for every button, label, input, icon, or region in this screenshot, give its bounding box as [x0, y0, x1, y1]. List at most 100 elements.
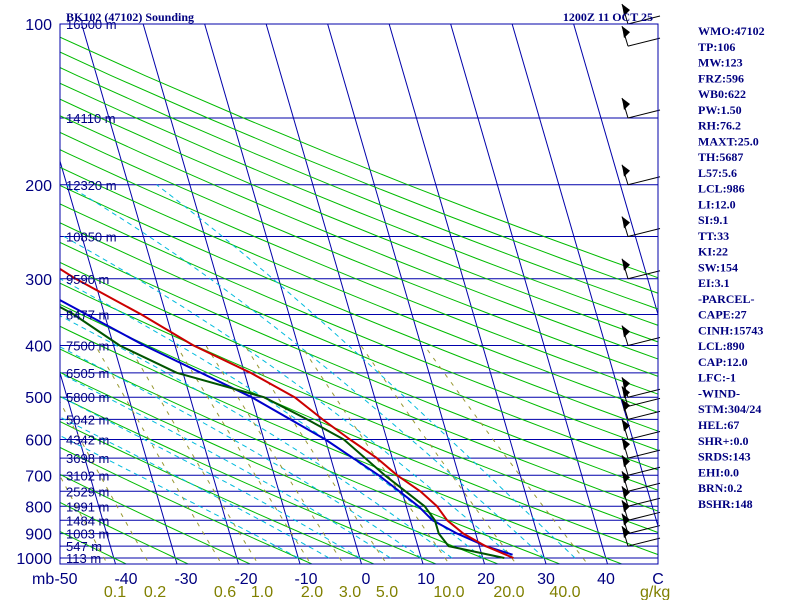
mixing-ratio-label: 1.0 [251, 584, 273, 600]
sounding-index: PW:1.50 [698, 103, 742, 117]
wind-barb-pennant [622, 4, 630, 16]
height-label: 5042 m [66, 412, 109, 427]
height-label: 8477 m [66, 308, 109, 323]
wind-barb-flag [627, 482, 661, 492]
dry-adiabat [60, 261, 658, 512]
wind-barb-pennant [622, 216, 630, 229]
wind-barb-pennant [622, 486, 630, 499]
height-label: 6505 m [66, 366, 109, 381]
temperature-tick-label: -20 [234, 571, 257, 588]
isotherm-line [511, 24, 658, 528]
sounding-index: EHI:0.0 [698, 465, 739, 479]
grid-layer [60, 24, 658, 564]
pressure-tick-label: 500 [25, 390, 52, 407]
wind-barb-flag [627, 228, 661, 237]
parcel-trace [60, 298, 513, 556]
height-label: 1003 m [66, 527, 109, 542]
wind-barb-flag [627, 537, 661, 547]
dry-adiabat [60, 184, 658, 432]
wind-barb-flag [627, 176, 661, 186]
dry-adiabat [60, 166, 658, 413]
dry-adiabat [60, 325, 624, 564]
height-label: 10850 m [66, 229, 117, 244]
mixing-ratio-label: 3.0 [339, 584, 361, 600]
height-label: 5800 m [66, 390, 109, 405]
wind-barb-flag [627, 449, 661, 459]
pressure-tick-label: 800 [25, 499, 52, 516]
isotherm-line [265, 24, 424, 564]
sounding-index: EI:3.1 [698, 276, 730, 290]
wind-barb-flag [627, 337, 661, 346]
title-right: 1200Z 11 OCT 25 [563, 10, 653, 24]
dry-adiabat [60, 203, 658, 451]
pressure-tick-label: 200 [25, 178, 52, 195]
temperature-trace [60, 267, 514, 559]
sounding-index: LFC:-1 [698, 371, 736, 385]
sounding-index: MAXT:25.0 [698, 134, 759, 148]
temperature-tick-label: -50 [54, 571, 77, 588]
wind-barb-flag [627, 270, 661, 280]
height-label: 3102 m [66, 468, 109, 483]
wind-barb-pennant [622, 325, 630, 338]
wind-barb-pennant [622, 98, 630, 111]
dry-adiabat [60, 66, 658, 310]
sounding-index: TH:5687 [698, 150, 743, 164]
sounding-index: L57:5.6 [698, 166, 737, 180]
mixing-ratio-label: 5.0 [376, 584, 398, 600]
sounding-index: CAPE:27 [698, 308, 747, 322]
sounding-index: LCL:890 [698, 339, 745, 353]
mixing-ratio-line [360, 345, 517, 564]
height-label: 14110 m [66, 111, 116, 126]
moist-adiabat [156, 184, 576, 559]
sounding-index: WB0:622 [698, 87, 746, 101]
wind-barb-pennant [622, 419, 630, 432]
sounding-index: BSHR:148 [698, 497, 753, 511]
dry-adiabat [60, 241, 658, 491]
wind-barb-pennant [622, 500, 630, 513]
moist-adiabat [66, 184, 545, 559]
dry-adiabat [60, 501, 190, 564]
dry-adiabat [60, 371, 500, 564]
sounding-index: TP:106 [698, 40, 735, 54]
sounding-index: BRN:0.2 [698, 481, 742, 495]
pressure-tick-label: 700 [25, 468, 52, 485]
sounding-index: KI:22 [698, 245, 728, 259]
mixing-ratio-label: 0.6 [214, 584, 236, 600]
dry-adiabat [60, 131, 658, 377]
dry-adiabat [60, 36, 658, 279]
wind-barb-flag [627, 37, 661, 47]
mixing-ratio-label: 2.0 [301, 584, 323, 600]
temperature-tick-label: -30 [174, 571, 197, 588]
dry-adiabat [60, 149, 658, 395]
wind-barb-flag [627, 15, 661, 25]
pressure-tick-label: 900 [25, 527, 52, 544]
height-label: 9590 m [66, 272, 109, 287]
mixing-ratio-line [244, 345, 388, 564]
wind-barb-pennant [622, 513, 630, 526]
height-label: 2529 m [66, 484, 109, 499]
sounding-index: SI:9.1 [698, 213, 728, 227]
pressure-tick-label: 100 [25, 17, 52, 34]
sounding-index: -WIND- [698, 386, 740, 400]
dry-adiabat [60, 446, 314, 564]
isotherm-line [573, 24, 658, 317]
sounding-index: SW:154 [698, 260, 738, 274]
wind-barb-pennant [622, 386, 630, 399]
wind-barb-pennant [622, 377, 630, 390]
dry-adiabat [60, 222, 658, 471]
sounding-index: WMO:47102 [698, 24, 765, 38]
dry-adiabat [60, 395, 438, 564]
sounding-index: FRZ:596 [698, 71, 744, 85]
mixing-ratio-label: 0.2 [144, 584, 166, 600]
wind-barb-pennant [622, 164, 630, 177]
pressure-tick-label: 400 [25, 339, 52, 356]
pressure-tick-label: 300 [25, 272, 52, 289]
height-label: 4342 m [66, 433, 109, 448]
isotherm-line [204, 24, 363, 564]
mixing-ratio-label: 0.1 [104, 584, 126, 600]
sounding-index: SHR+:0.0 [698, 434, 749, 448]
sounding-index: LI:12.0 [698, 197, 736, 211]
sounding-index: -PARCEL- [698, 292, 754, 306]
wind-barb-pennant [622, 526, 630, 539]
